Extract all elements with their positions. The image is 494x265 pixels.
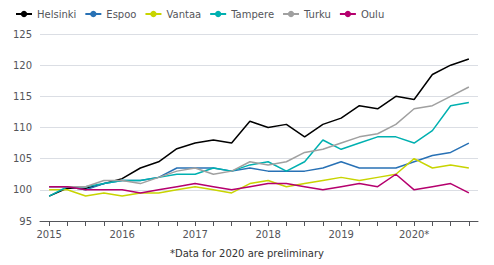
svg-text:Oulu: Oulu (361, 9, 384, 20)
svg-text:*Data for 2020 are preliminary: *Data for 2020 are preliminary (170, 248, 324, 259)
svg-text:2016: 2016 (109, 229, 134, 240)
svg-text:100: 100 (13, 184, 32, 195)
svg-text:Tampere: Tampere (230, 9, 274, 20)
svg-text:Turku: Turku (303, 9, 331, 20)
svg-text:105: 105 (13, 153, 32, 164)
svg-text:Helsinki: Helsinki (37, 9, 76, 20)
svg-text:125: 125 (13, 29, 32, 40)
svg-text:2015: 2015 (36, 229, 61, 240)
svg-text:110: 110 (13, 122, 32, 133)
svg-text:2019: 2019 (328, 229, 353, 240)
svg-text:2018: 2018 (255, 229, 280, 240)
svg-text:Vantaa: Vantaa (166, 9, 201, 20)
svg-text:95: 95 (19, 216, 32, 227)
svg-text:2017: 2017 (182, 229, 207, 240)
svg-text:120: 120 (13, 60, 32, 71)
svg-text:2020*: 2020* (399, 229, 429, 240)
svg-text:115: 115 (13, 91, 32, 102)
svg-text:Espoo: Espoo (106, 9, 136, 20)
